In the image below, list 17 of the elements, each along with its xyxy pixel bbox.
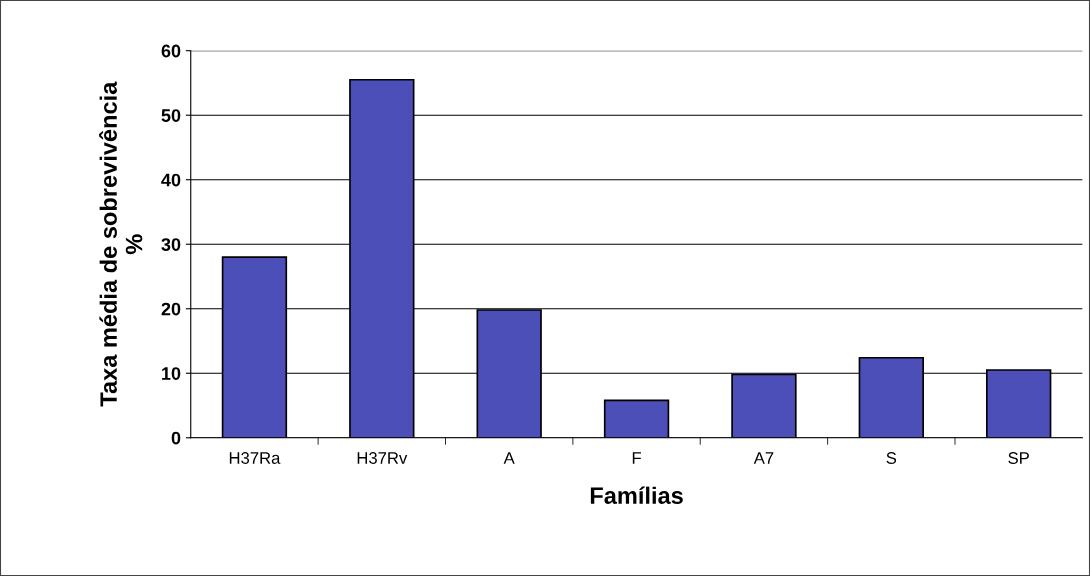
y-tick-label: 50 (161, 109, 181, 122)
y-tick-label: 10 (162, 367, 181, 380)
y-tick-label: 20 (161, 302, 181, 316)
x-tick-label: H37Ra (229, 452, 281, 464)
x-tick-label: S (886, 452, 897, 464)
x-tick-label: F (632, 452, 641, 464)
y-axis-title: Taxa média de sobrevivência % (99, 81, 143, 407)
y-tick-label: 40 (161, 173, 181, 187)
x-tick-label: A (503, 452, 515, 464)
x-tick-label: H37Rv (357, 452, 408, 464)
y-tick-label: 30 (161, 238, 181, 251)
y-tick-label: 60 (161, 44, 181, 58)
x-tick-label: A7 (753, 452, 774, 464)
x-axis-title: Famílias (590, 486, 683, 504)
y-tick-label: 0 (171, 431, 181, 445)
x-tick-label: SP (1008, 452, 1029, 464)
bar (603, 399, 670, 438)
